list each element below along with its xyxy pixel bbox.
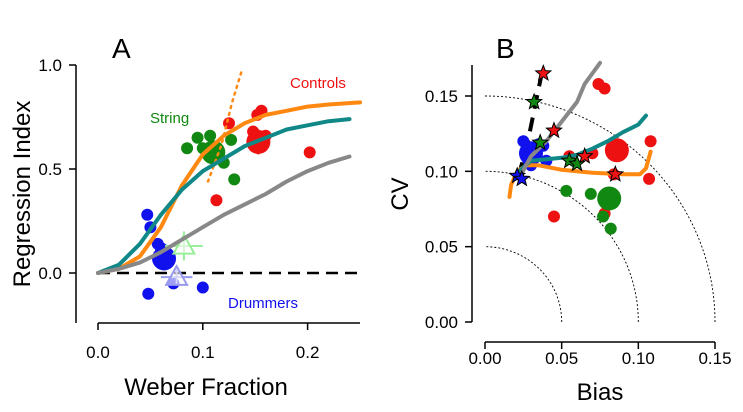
panel-a-plot-area [96,69,362,300]
model-star-marker [512,169,531,187]
model-star-marker [534,64,553,82]
string-data-point [597,210,610,223]
teal-model-curve [96,117,352,275]
panel-a-x-tick-label: 0.2 [296,343,320,362]
drummers-data-point [196,281,209,294]
light_blue-triangle-marker [164,264,189,286]
panel-a-y-tick-label: 0.5 [38,160,62,179]
gray-model-curve [516,60,602,181]
panel-b-x-tick-label: 0.15 [698,349,731,368]
orange-model-curve [96,100,362,275]
controls-data-point [548,210,560,223]
controls-data-point [598,82,611,95]
annotation-controls: Controls [290,75,346,92]
drummers-data-point [141,208,154,221]
annotation-string: String [150,110,189,127]
string-data-point [584,187,597,200]
model-star-marker [525,92,544,110]
controls-data-point [210,194,223,207]
panel-b-plot-area [484,60,716,323]
panel-a-x-axis-title: Weber Fraction [124,374,288,401]
panel-a-x-tick-label: 0.0 [86,343,110,362]
panel-b-y-ticks: 0.00 0.05 0.10 0.15 [425,87,472,332]
panel-a: 0.0 0.1 0.2 0.0 0.5 1.0 A Weber Fraction Reg… [9,33,362,401]
panel-b-x-ticks: 0.00 0.05 0.10 0.15 [468,342,732,368]
reference-line-dashed [516,65,546,177]
model-star-marker [606,164,625,182]
panel-a-y-tick-label: 1.0 [38,56,62,75]
iso-error-arc [484,246,563,323]
panel-b-x-tick-label: 0.00 [468,349,501,368]
string-mean-point [201,140,226,165]
controls-data-point [644,135,657,148]
panel-b: 0.00 0.05 0.10 0.15 0.00 0.05 0.10 0.15 B Bias… [387,33,732,406]
panel-a-x-ticks: 0.0 0.1 0.2 [86,323,319,362]
panel-a-y-axis-title: Regression Index [9,101,36,288]
panel-a-y-tick-label: 0.0 [38,264,62,283]
string-data-point [191,131,204,144]
string-data-point [225,133,238,146]
panel-b-y-tick-label: 0.10 [425,162,458,181]
string-mean-point [597,186,622,211]
controls-data-point [303,146,316,159]
light_green-triangle-marker [171,232,197,255]
controls-mean-point [604,138,629,163]
panel-b-y-axis-title: CV [387,177,414,210]
controls-data-point [643,172,656,185]
string-data-point [228,173,241,186]
panel-a-label: A [112,33,131,64]
model-star-marker [575,146,594,164]
model-star-marker [545,121,563,139]
string-data-point [181,142,194,155]
gray-model-curve [96,154,352,275]
iso-error-arc [484,95,716,323]
model-star-marker [560,151,579,169]
string-data-point [604,222,617,235]
model-star-marker [531,133,550,151]
panel-b-x-axis-title: Bias [577,379,624,406]
panel-b-y-tick-label: 0.15 [425,87,458,106]
panel-b-y-tick-label: 0.00 [425,313,458,332]
panel-b-x-tick-label: 0.05 [545,349,578,368]
drummers-data-point [142,287,155,300]
panel-b-label: B [496,33,515,64]
panel-a-x-tick-label: 0.1 [191,343,215,362]
annotation-drummers: Drummers [228,295,298,312]
panel-b-y-tick-label: 0.05 [425,238,458,257]
panel-b-x-tick-label: 0.10 [622,349,655,368]
string-data-point [560,184,573,197]
panel-a-y-ticks: 0.0 0.5 1.0 [38,56,76,283]
string-data-point [204,129,217,142]
